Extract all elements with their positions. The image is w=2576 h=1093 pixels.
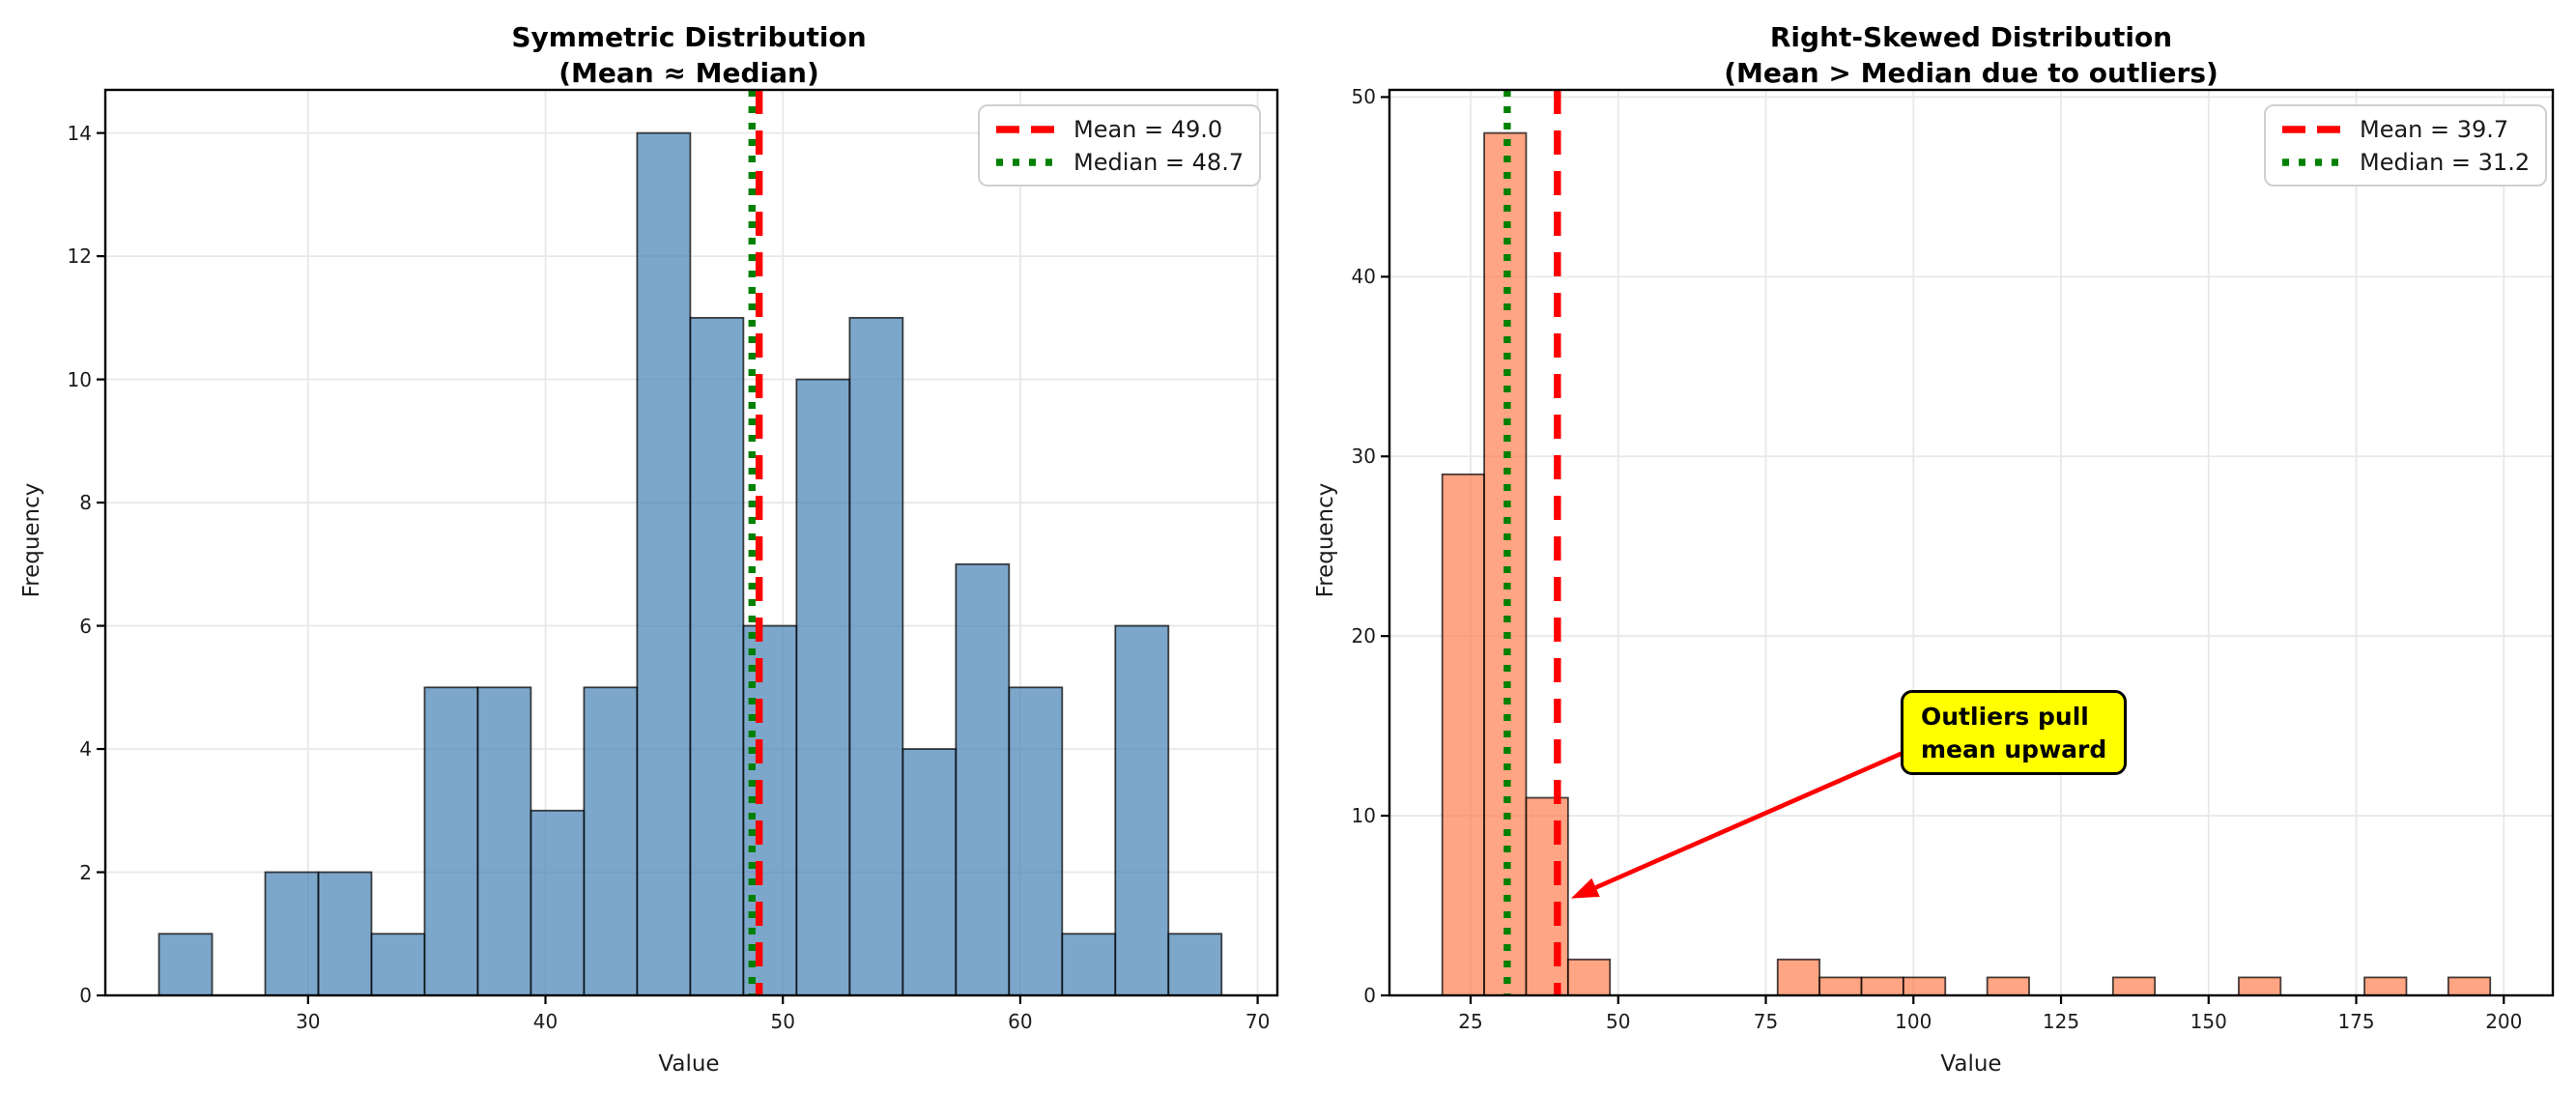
left-chart-title-line1: Symmetric Distribution bbox=[511, 21, 867, 53]
left-histogram-bar bbox=[848, 316, 904, 996]
left-histogram-bar bbox=[689, 316, 745, 996]
green-dotted-line-sample-icon bbox=[996, 158, 1054, 166]
right-x-tick-label: 25 bbox=[1458, 1010, 1483, 1033]
left-histogram-bar bbox=[530, 809, 586, 996]
left-chart-title-line2: (Mean ≈ Median) bbox=[558, 57, 819, 89]
right-y-tick-label: 50 bbox=[1351, 85, 1376, 109]
left-yaxis-label: Frequency bbox=[19, 482, 44, 598]
left-legend-mean-label: Mean = 49.0 bbox=[1073, 115, 1223, 143]
right-histogram-bar bbox=[2238, 976, 2282, 996]
left-chart-title: Symmetric Distribution (Mean ≈ Median) bbox=[254, 19, 1124, 91]
left-axes-spines bbox=[103, 88, 1279, 997]
left-xaxis-label: Value bbox=[658, 1051, 720, 1077]
right-y-tick-label: 40 bbox=[1351, 265, 1376, 289]
right-x-tick-label: 175 bbox=[2337, 1010, 2375, 1033]
left-histogram-bar bbox=[1114, 624, 1170, 996]
right-legend: Mean = 39.7 Median = 31.2 bbox=[2264, 104, 2547, 187]
right-histogram-bar bbox=[1902, 976, 1947, 996]
left-x-tick-label: 30 bbox=[296, 1010, 321, 1033]
left-histogram-bar bbox=[476, 686, 532, 996]
outliers-annotation-line1: Outliers pull bbox=[1921, 703, 2089, 731]
left-histogram-bar bbox=[264, 871, 320, 996]
left-histogram-bar bbox=[157, 933, 214, 996]
left-y-tick-label: 2 bbox=[79, 860, 92, 884]
left-histogram-bar bbox=[317, 871, 373, 996]
right-y-tick-label: 20 bbox=[1351, 624, 1376, 648]
right-x-tick-label: 50 bbox=[1606, 1010, 1631, 1033]
left-y-tick-label: 10 bbox=[67, 367, 92, 391]
left-histogram-bar bbox=[902, 748, 958, 996]
right-legend-median-entry: Median = 31.2 bbox=[2280, 148, 2531, 176]
left-legend-median-entry: Median = 48.7 bbox=[994, 148, 1245, 176]
red-dashed-line-sample-icon bbox=[2282, 125, 2340, 133]
right-y-tick-label: 0 bbox=[1363, 984, 1376, 1007]
annotation-arrowhead-icon bbox=[1570, 877, 1600, 899]
left-histogram-bar bbox=[370, 933, 426, 996]
right-histogram-bar bbox=[1566, 958, 1612, 996]
right-histogram-bar bbox=[1860, 976, 1904, 996]
left-legend: Mean = 49.0 Median = 48.7 bbox=[978, 104, 1261, 187]
left-histogram-bar bbox=[1167, 933, 1223, 996]
right-y-tick-label: 10 bbox=[1351, 804, 1376, 828]
green-dotted-line-sample-icon bbox=[2282, 158, 2340, 166]
left-y-tick-label: 0 bbox=[79, 984, 92, 1007]
right-chart-title-line2: (Mean > Median due to outliers) bbox=[1724, 57, 2218, 89]
outliers-annotation-box: Outliers pull mean upward bbox=[1901, 690, 2128, 775]
right-legend-mean-label: Mean = 39.7 bbox=[2360, 115, 2509, 143]
left-legend-median-label: Median = 48.7 bbox=[1073, 148, 1245, 176]
left-x-tick-label: 70 bbox=[1245, 1010, 1271, 1033]
right-x-tick-label: 125 bbox=[2042, 1010, 2080, 1033]
left-histogram-bar bbox=[423, 686, 479, 996]
right-x-tick-label: 100 bbox=[1895, 1010, 1932, 1033]
right-x-tick-label: 75 bbox=[1753, 1010, 1779, 1033]
right-histogram-bar bbox=[1525, 796, 1569, 996]
left-histogram-bar bbox=[955, 562, 1011, 996]
right-histogram-bar bbox=[1818, 976, 1863, 996]
left-x-tick-label: 40 bbox=[532, 1010, 558, 1033]
left-histogram-bar bbox=[795, 378, 851, 996]
right-histogram-bar bbox=[2447, 976, 2492, 996]
right-axes-spines bbox=[1388, 88, 2555, 997]
left-histogram-bar bbox=[1061, 933, 1117, 996]
right-histogram-bar bbox=[2363, 976, 2408, 996]
left-y-tick-label: 8 bbox=[79, 491, 92, 515]
left-legend-mean-entry: Mean = 49.0 bbox=[994, 115, 1245, 143]
right-chart-title-line1: Right-Skewed Distribution bbox=[1769, 21, 2173, 53]
left-histogram-bar bbox=[1008, 686, 1064, 996]
right-histogram-bar bbox=[1441, 473, 1485, 996]
right-x-tick-label: 200 bbox=[2485, 1010, 2523, 1033]
left-histogram-bar bbox=[583, 686, 639, 996]
left-x-tick-label: 50 bbox=[770, 1010, 795, 1033]
right-x-tick-label: 150 bbox=[2190, 1010, 2227, 1033]
right-y-tick-label: 30 bbox=[1351, 445, 1376, 469]
left-y-tick-label: 12 bbox=[67, 244, 92, 269]
right-chart-title: Right-Skewed Distribution (Mean > Median… bbox=[1536, 19, 2406, 91]
left-y-tick-label: 6 bbox=[79, 614, 92, 638]
right-histogram-bar bbox=[2111, 976, 2157, 996]
right-histogram-bar bbox=[1776, 958, 1821, 996]
right-legend-median-label: Median = 31.2 bbox=[2360, 148, 2531, 176]
red-dashed-line-sample-icon bbox=[996, 125, 1054, 133]
left-y-tick-label: 4 bbox=[79, 737, 92, 762]
right-xaxis-label: Value bbox=[1940, 1051, 2002, 1077]
right-legend-mean-entry: Mean = 39.7 bbox=[2280, 115, 2531, 143]
annotation-arrow-line bbox=[1594, 743, 1921, 890]
outliers-annotation-line2: mean upward bbox=[1921, 735, 2107, 763]
left-y-tick-label: 14 bbox=[67, 121, 92, 145]
left-histogram-bar bbox=[742, 624, 798, 996]
left-x-tick-label: 60 bbox=[1008, 1010, 1033, 1033]
left-histogram-bar bbox=[636, 131, 692, 996]
right-histogram-bar bbox=[1986, 976, 2030, 996]
